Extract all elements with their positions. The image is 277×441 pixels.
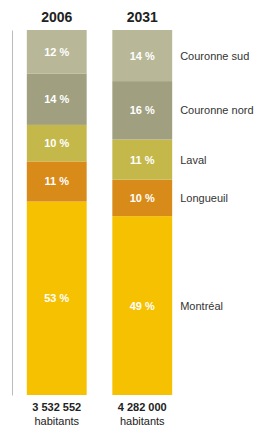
category-label: 2006 [41, 9, 72, 25]
data-label: 14 % [44, 93, 69, 105]
annotation: 4 282 000 [118, 401, 167, 413]
series-label: Couronne nord [180, 104, 253, 116]
annotation: habitants [34, 415, 79, 427]
bar-segment [27, 125, 87, 161]
annotation: habitants [120, 415, 165, 427]
annotation: 3 532 552 [32, 401, 81, 413]
data-label: 10 % [130, 192, 155, 204]
bar-segment [112, 30, 172, 81]
data-label: 12 % [44, 46, 69, 58]
data-label: 11 % [130, 154, 155, 166]
bar-segment [27, 161, 87, 201]
bar-segment [27, 30, 87, 74]
y-axis [12, 31, 13, 396]
bar-segment [27, 74, 87, 125]
plot: 53 % 49 % 11 % 10 % 10 % 11 % 14 % 16 % 12 % 14 %… [13, 9, 254, 427]
labels: 53 % 49 % 11 % 10 % 10 % 11 % 14 % 16 % 12 % 14 %… [32, 9, 253, 427]
bar-segment [112, 216, 172, 395]
chart: 53 % 49 % 11 % 10 % 10 % 11 % 14 % 16 % 12 % 14 %… [0, 0, 277, 441]
data-label: 49 % [130, 300, 155, 312]
data-label: 11 % [45, 175, 70, 187]
series-label: Montréal [180, 300, 223, 312]
category-label: 2031 [127, 9, 158, 25]
bar-segment [112, 81, 172, 139]
bars [27, 30, 172, 395]
data-label: 14 % [130, 50, 155, 62]
bar-segment [112, 180, 172, 217]
series-label: Couronne sud [180, 50, 249, 62]
bar-segment [112, 140, 172, 180]
series-label: Longueuil [180, 192, 228, 204]
data-label: 16 % [130, 104, 155, 116]
data-label: 53 % [44, 292, 69, 304]
bar-segment [27, 202, 87, 395]
data-label: 10 % [44, 137, 69, 149]
series-label: Laval [180, 154, 206, 166]
y-axis-line [12, 31, 13, 396]
